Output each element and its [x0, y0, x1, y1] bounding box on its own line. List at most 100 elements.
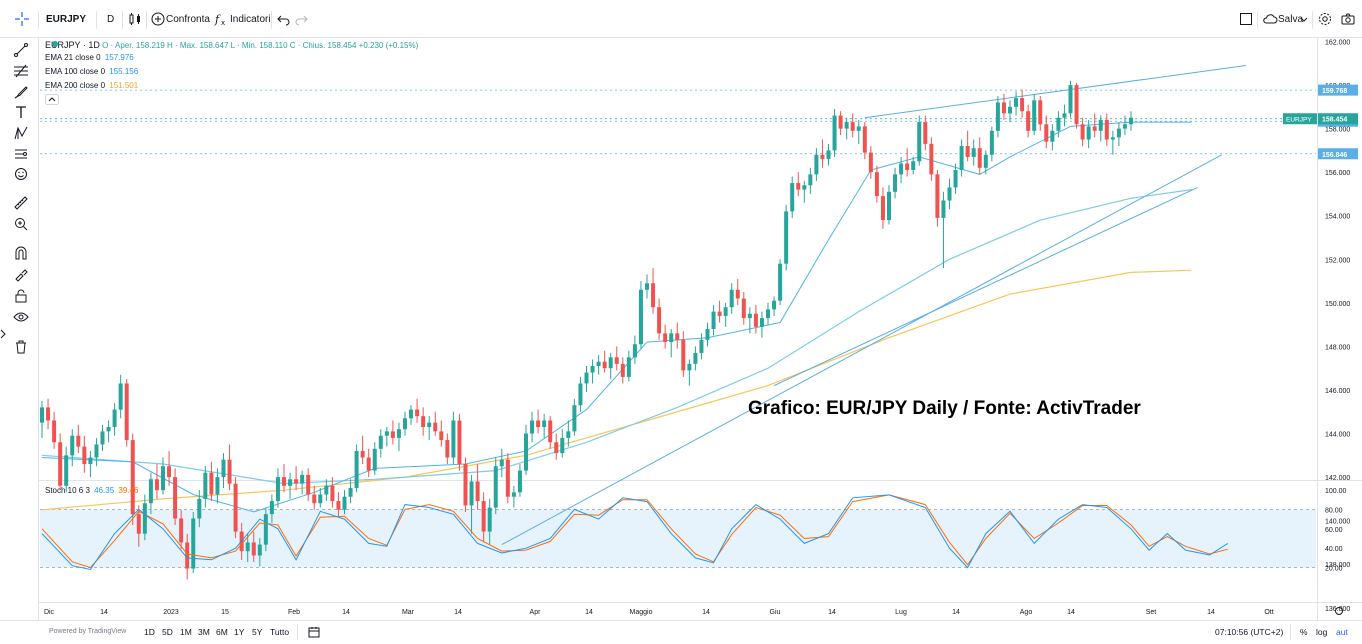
trend-line-icon[interactable] [13, 42, 29, 58]
candle[interactable] [300, 474, 305, 484]
candle[interactable] [324, 485, 329, 495]
candle[interactable] [94, 444, 99, 458]
candle[interactable] [263, 514, 268, 545]
candle[interactable] [505, 459, 510, 497]
candle[interactable] [1110, 137, 1115, 140]
range-5y[interactable]: 5Y [252, 627, 263, 637]
candle[interactable] [1020, 98, 1025, 112]
candle[interactable] [415, 409, 420, 417]
emoji-icon[interactable] [13, 166, 29, 182]
candle[interactable] [723, 307, 728, 316]
candle[interactable] [632, 344, 637, 358]
candle[interactable] [693, 352, 698, 364]
candle[interactable] [759, 318, 764, 327]
candle[interactable] [142, 503, 147, 534]
candle[interactable] [1044, 124, 1049, 142]
candle[interactable] [445, 440, 450, 458]
candle[interactable] [620, 363, 625, 377]
candle[interactable] [463, 464, 468, 506]
candle[interactable] [566, 431, 571, 438]
candle[interactable] [844, 122, 849, 129]
chart-pane[interactable]: 162.000160.000158.000156.000154.000152.0… [39, 38, 1362, 620]
candle[interactable] [554, 442, 559, 454]
candle[interactable] [1056, 117, 1061, 131]
compare-plus-icon[interactable] [150, 11, 166, 27]
candle[interactable] [663, 333, 668, 343]
candle[interactable] [802, 185, 807, 190]
candle[interactable] [989, 130, 994, 155]
range-1y[interactable]: 1Y [234, 627, 245, 637]
candle[interactable] [717, 311, 722, 316]
candle[interactable] [390, 431, 395, 438]
candle[interactable] [868, 152, 873, 173]
candle[interactable] [154, 479, 159, 491]
candle[interactable] [838, 115, 843, 129]
candle[interactable] [917, 122, 922, 162]
candle[interactable] [681, 339, 686, 371]
candle[interactable] [306, 474, 311, 495]
candle[interactable] [530, 420, 535, 434]
candle[interactable] [923, 122, 928, 144]
candle[interactable] [608, 357, 613, 369]
candle[interactable] [784, 211, 789, 264]
candle[interactable] [517, 470, 522, 493]
candle[interactable] [451, 420, 456, 458]
candle[interactable] [136, 514, 141, 534]
candle[interactable] [251, 542, 256, 556]
candle[interactable] [983, 154, 988, 168]
percent-toggle[interactable]: % [1300, 627, 1308, 637]
lock-icon[interactable] [13, 288, 29, 304]
trash-icon[interactable] [13, 339, 29, 355]
lock-drawings-icon[interactable] [13, 266, 29, 282]
candle[interactable] [947, 187, 952, 201]
candle[interactable] [893, 174, 898, 192]
candle[interactable] [899, 163, 904, 175]
candle[interactable] [88, 457, 93, 465]
candle[interactable] [705, 328, 710, 340]
undo-icon[interactable] [276, 11, 292, 27]
legend-stoch[interactable]: Stoch 10 6 3 46.35 39.46 [45, 486, 138, 495]
candle[interactable] [590, 366, 595, 373]
candle[interactable] [880, 196, 885, 221]
compare-button[interactable]: Confronta [166, 14, 210, 25]
candle[interactable] [735, 289, 740, 299]
candle[interactable] [651, 283, 656, 308]
candle[interactable] [729, 289, 734, 308]
ema200-line[interactable] [41, 269, 1192, 511]
candle[interactable] [1050, 130, 1055, 142]
ema100-line[interactable] [41, 189, 1192, 485]
candle[interactable] [1068, 85, 1073, 114]
legend-ema100[interactable]: EMA 100 close 0 155.156 [45, 67, 138, 76]
candle[interactable] [233, 483, 238, 532]
candle[interactable] [46, 407, 51, 421]
legend-title[interactable]: EURJPY · 1D [45, 40, 100, 50]
candle[interactable] [378, 435, 383, 449]
candle[interactable] [1008, 106, 1012, 114]
indicators-fx-icon[interactable]: f x [214, 11, 230, 27]
candle[interactable] [481, 501, 486, 532]
candle[interactable] [687, 363, 692, 371]
candle[interactable] [403, 418, 407, 430]
auto-toggle[interactable]: aut [1336, 627, 1348, 637]
candle[interactable] [257, 544, 262, 556]
candle[interactable] [808, 174, 813, 186]
fullscreen-square-icon[interactable] [1238, 11, 1254, 27]
range-6m[interactable]: 6M [216, 627, 228, 637]
candle[interactable] [1038, 100, 1043, 125]
candle[interactable] [1092, 126, 1097, 131]
candle[interactable] [366, 457, 371, 471]
candle[interactable] [778, 263, 783, 301]
chart-canvas[interactable]: 162.000160.000158.000156.000154.000152.0… [39, 38, 1362, 620]
range-all[interactable]: Tutto [270, 627, 290, 637]
brush-icon[interactable] [13, 84, 29, 100]
candle[interactable] [826, 150, 831, 160]
candle[interactable] [1104, 119, 1109, 140]
candle[interactable] [856, 126, 861, 131]
axis-settings-gear-icon[interactable] [1335, 607, 1343, 615]
candle[interactable] [602, 361, 607, 369]
chevron-down-icon[interactable] [1299, 11, 1309, 27]
stoch-k-line[interactable] [41, 494, 1229, 571]
candle[interactable] [1001, 102, 1006, 114]
candle[interactable] [433, 422, 438, 432]
candle[interactable] [52, 420, 57, 443]
